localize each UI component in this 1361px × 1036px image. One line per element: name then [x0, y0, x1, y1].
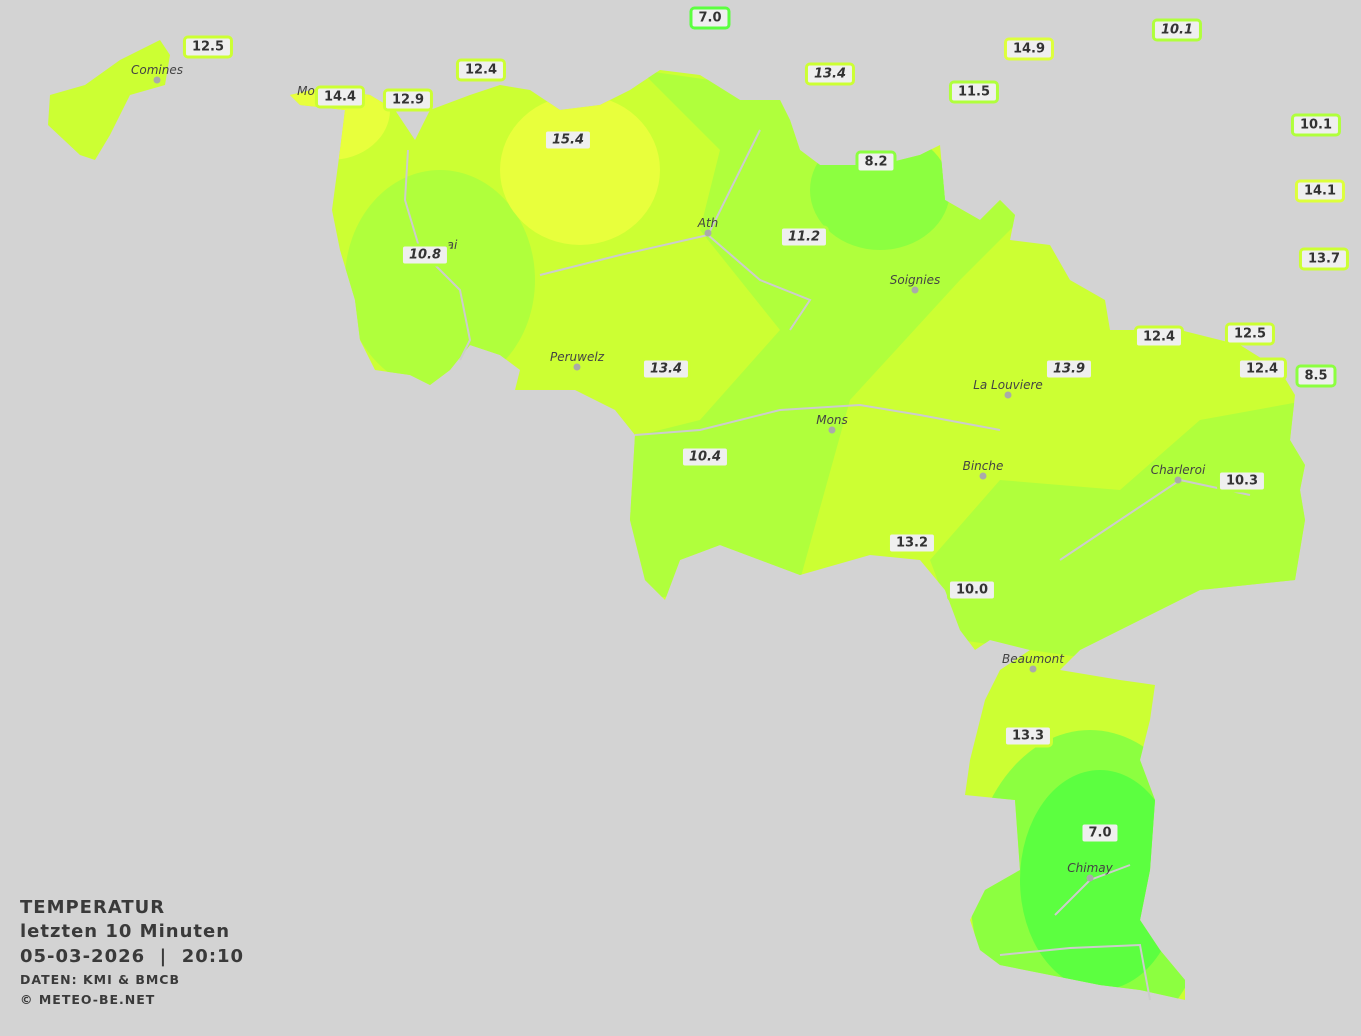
station-temperature-label[interactable]: 7.0 [1079, 821, 1121, 845]
station-temperature-label[interactable]: 13.7 [1298, 247, 1350, 271]
city-label: ai [446, 238, 458, 252]
legend-title: TEMPERATUR [20, 897, 166, 918]
city-dot [979, 472, 987, 480]
city-label: Mons [816, 413, 848, 427]
station-temperature-label[interactable]: 10.4 [679, 445, 731, 469]
station-temperature-label[interactable]: 13.4 [640, 357, 692, 381]
city-dot [1174, 476, 1182, 484]
city-label: La Louviere [973, 378, 1043, 392]
station-temperature-label[interactable]: 10.3 [1216, 469, 1268, 493]
station-temperature-label[interactable]: 8.2 [855, 150, 897, 174]
station-temperature-label[interactable]: 8.5 [1295, 364, 1337, 388]
legend-copyright: © METEO-BE.NET [20, 992, 156, 1007]
station-temperature-label[interactable]: 10.8 [399, 243, 451, 267]
city-dot [1004, 391, 1012, 399]
city-label: Charleroi [1150, 463, 1206, 477]
legend-subtitle: letzten 10 Minuten [20, 921, 231, 942]
station-temperature-label[interactable]: 12.5 [182, 35, 234, 59]
legend-source: DATEN: KMI & BMCB [20, 972, 181, 987]
station-temperature-label[interactable]: 13.4 [804, 62, 856, 86]
station-temperature-label[interactable]: 14.4 [314, 85, 366, 109]
station-temperature-label[interactable]: 10.1 [1151, 18, 1203, 42]
station-temperature-label[interactable]: 12.5 [1224, 322, 1276, 346]
station-temperature-label[interactable]: 11.5 [948, 80, 1000, 104]
legend-datetime: 05-03-2026 | 20:10 [20, 946, 245, 967]
station-temperature-label[interactable]: 13.2 [886, 531, 938, 555]
station-temperature-label[interactable]: 12.9 [382, 88, 434, 112]
city-dot [704, 229, 712, 237]
station-temperature-label[interactable]: 14.9 [1003, 37, 1055, 61]
city-label: Beaumont [1002, 652, 1064, 666]
city-label: Soignies [889, 273, 941, 287]
city-dot [828, 426, 836, 434]
city-label: Binche [962, 459, 1004, 473]
city-dot [911, 286, 919, 294]
city-label: Comines [131, 63, 183, 77]
station-temperature-label[interactable]: 7.0 [689, 6, 731, 30]
city-dot [573, 363, 581, 371]
station-temperature-label[interactable]: 13.3 [1002, 724, 1054, 748]
station-temperature-label[interactable]: 15.4 [542, 128, 594, 152]
station-temperature-label[interactable]: 12.4 [1133, 325, 1185, 349]
city-label: Mo [297, 84, 315, 98]
station-temperature-label[interactable]: 12.4 [455, 58, 507, 82]
city-label: Chimay [1067, 861, 1113, 875]
city-label: Ath [697, 216, 719, 230]
city-dot [153, 76, 161, 84]
station-temperature-label[interactable]: 10.1 [1290, 113, 1342, 137]
station-temperature-label[interactable]: 12.4 [1236, 357, 1288, 381]
station-temperature-label[interactable]: 13.9 [1043, 357, 1095, 381]
station-temperature-label[interactable]: 14.1 [1294, 179, 1346, 203]
station-temperature-label[interactable]: 11.2 [778, 225, 830, 249]
map-legend: TEMPERATUR letzten 10 Minuten 05-03-2026… [20, 896, 244, 1010]
city-dot [1086, 874, 1094, 882]
city-label: Peruwelz [550, 350, 604, 364]
city-dot [1029, 665, 1037, 673]
station-temperature-label[interactable]: 10.0 [946, 578, 998, 602]
